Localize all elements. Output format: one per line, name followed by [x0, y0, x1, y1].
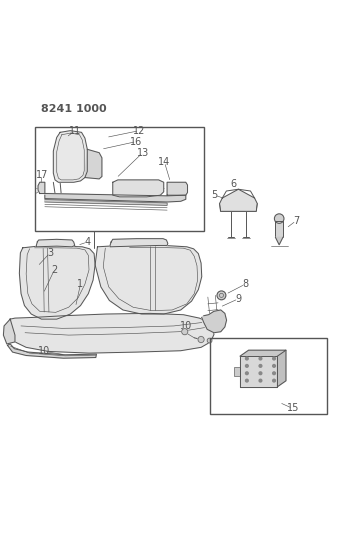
- Polygon shape: [8, 313, 214, 353]
- Circle shape: [273, 357, 276, 360]
- Polygon shape: [36, 239, 75, 247]
- Text: 13: 13: [136, 148, 149, 158]
- Polygon shape: [202, 310, 226, 333]
- Polygon shape: [53, 131, 87, 182]
- Polygon shape: [110, 239, 168, 247]
- Circle shape: [246, 372, 248, 375]
- Text: 17: 17: [36, 170, 48, 180]
- Circle shape: [217, 291, 226, 300]
- Circle shape: [198, 336, 204, 343]
- Polygon shape: [113, 180, 164, 197]
- Polygon shape: [45, 193, 186, 202]
- Circle shape: [182, 329, 188, 335]
- Text: 12: 12: [133, 126, 146, 136]
- Circle shape: [246, 357, 248, 360]
- Circle shape: [275, 214, 284, 223]
- Bar: [210, 338, 327, 414]
- Polygon shape: [45, 199, 167, 205]
- Polygon shape: [240, 350, 286, 356]
- Circle shape: [246, 365, 248, 367]
- Text: 15: 15: [286, 403, 299, 414]
- Text: 2: 2: [51, 265, 58, 275]
- Bar: [276, 221, 283, 237]
- Text: 16: 16: [130, 136, 143, 147]
- Text: 7: 7: [293, 216, 299, 225]
- Text: 9: 9: [235, 294, 241, 304]
- Polygon shape: [19, 246, 95, 319]
- Polygon shape: [278, 350, 286, 387]
- Text: 5: 5: [211, 190, 218, 200]
- Polygon shape: [167, 182, 188, 195]
- Circle shape: [207, 338, 212, 343]
- Text: 4: 4: [84, 237, 90, 247]
- Polygon shape: [8, 344, 97, 358]
- Text: 1: 1: [77, 279, 84, 289]
- Polygon shape: [3, 319, 15, 344]
- Circle shape: [259, 379, 262, 382]
- Polygon shape: [240, 356, 278, 387]
- Circle shape: [259, 357, 262, 360]
- Text: 6: 6: [230, 179, 236, 189]
- Bar: [234, 367, 240, 376]
- Circle shape: [273, 365, 276, 367]
- Text: 3: 3: [47, 248, 53, 258]
- Circle shape: [259, 372, 262, 375]
- Text: 10: 10: [180, 321, 192, 331]
- Circle shape: [273, 372, 276, 375]
- Polygon shape: [95, 245, 202, 314]
- Polygon shape: [85, 149, 102, 179]
- Text: 8241 1000: 8241 1000: [42, 103, 107, 114]
- Polygon shape: [220, 189, 257, 211]
- Text: 11: 11: [69, 126, 81, 136]
- Text: 8: 8: [242, 279, 248, 289]
- Circle shape: [246, 379, 248, 382]
- Text: 14: 14: [158, 157, 170, 167]
- Bar: [35, 127, 205, 231]
- Circle shape: [273, 379, 276, 382]
- Text: 10: 10: [38, 346, 50, 357]
- Polygon shape: [38, 182, 45, 193]
- Circle shape: [259, 365, 262, 367]
- Polygon shape: [276, 237, 283, 245]
